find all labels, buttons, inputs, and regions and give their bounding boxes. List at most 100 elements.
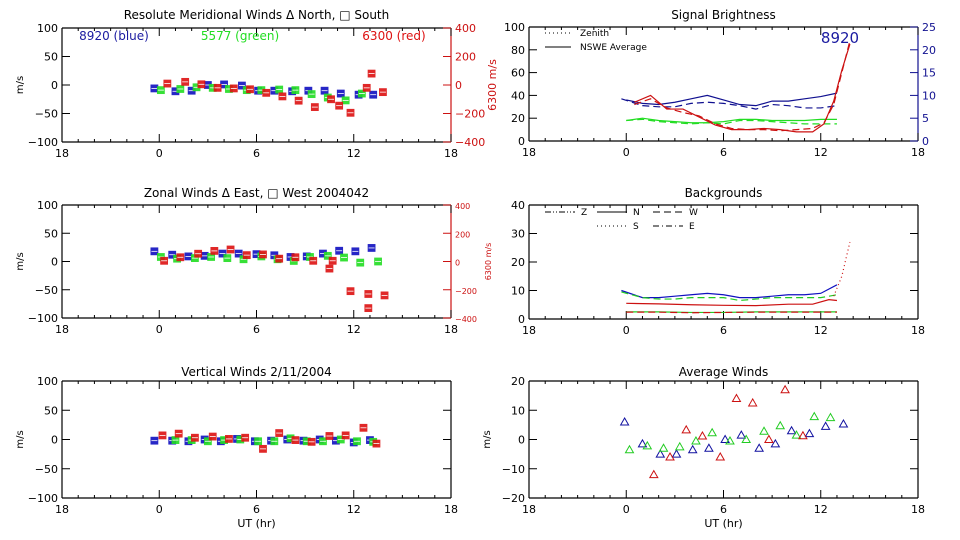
- x-axis-label: UT (hr): [237, 517, 275, 530]
- y-tick-label: 20: [511, 256, 525, 269]
- color-key-label: 6300 (red): [362, 29, 425, 43]
- series-line: [621, 291, 838, 302]
- x-tick-label: 12: [814, 324, 828, 337]
- x-tick-label: 6: [253, 503, 260, 516]
- series-line: [626, 117, 837, 124]
- data-point: [741, 434, 752, 443]
- x-tick-label: 12: [347, 323, 361, 336]
- chart-average: Average Winds 18 0 6 12 18 UT (hr) 20 10 0 −10 −20 m…: [482, 365, 925, 530]
- chart-title: Signal Brightness: [671, 8, 776, 22]
- y-tick-label: −50: [35, 284, 58, 297]
- x-tick-label: 18: [55, 147, 69, 160]
- x-tick-label: 18: [522, 146, 536, 159]
- x-tick-label: 18: [55, 323, 69, 336]
- y-tick-label: −100: [28, 136, 58, 149]
- y2-tick-label: 25: [922, 21, 936, 34]
- y-tick-label: −100: [28, 312, 58, 325]
- y2-tick-label: 0: [455, 79, 462, 92]
- y-tick-label: −50: [35, 463, 58, 476]
- color-key-label: 8920 (blue): [79, 29, 149, 43]
- y2-axis-label: 6300 m/s: [484, 243, 493, 281]
- x-tick-label: 6: [253, 147, 260, 160]
- y2-tick-label: 5: [922, 112, 929, 125]
- x-tick-label: 6: [720, 324, 727, 337]
- y2-tick-label: −200: [455, 287, 477, 296]
- y-tick-label: 0: [518, 135, 525, 148]
- y-tick-label: 100: [37, 199, 58, 212]
- series-line: [626, 118, 837, 125]
- y-tick-label: 20: [511, 112, 525, 125]
- legend-label: W: [689, 208, 698, 218]
- series-line: [621, 98, 838, 110]
- chart-title: Average Winds: [679, 365, 769, 379]
- data-point: [791, 430, 802, 439]
- data-point: [665, 452, 675, 461]
- x-tick-label: 12: [814, 146, 828, 159]
- chart-title: Resolute Meridional Winds Δ North, □ Sou…: [124, 8, 390, 22]
- chart-title: Backgrounds: [685, 186, 763, 200]
- data-point: [671, 449, 682, 458]
- data-point: [759, 426, 769, 435]
- data-point: [691, 435, 701, 445]
- chart-meridional: Resolute Meridional Winds Δ North, □ Sou…: [15, 8, 499, 160]
- data-point: [687, 444, 698, 454]
- series-line: [626, 92, 838, 107]
- y-tick-label: 50: [44, 51, 58, 64]
- y-tick-label: 0: [518, 434, 525, 447]
- data-point: [715, 452, 726, 461]
- y2-tick-label: 400: [455, 22, 476, 35]
- y-tick-label: 10: [511, 404, 525, 417]
- series-line: [626, 311, 837, 314]
- data-point: [707, 427, 718, 437]
- data-point: [720, 434, 730, 443]
- legend-label: N: [633, 208, 640, 218]
- y-tick-label: −10: [502, 463, 525, 476]
- legend-label: E: [689, 222, 695, 232]
- chart-zonal: Zonal Winds Δ East, □ West 2004042 18 0 6 12…: [15, 186, 493, 336]
- x-tick-label: 12: [814, 503, 828, 516]
- y-tick-label: 100: [37, 22, 58, 35]
- data-point: [764, 434, 774, 443]
- y-tick-label: −20: [502, 492, 525, 505]
- x-tick-label: 0: [623, 324, 630, 337]
- data-point: [747, 397, 758, 407]
- y2-tick-label: 15: [922, 67, 936, 80]
- data-point: [658, 443, 669, 452]
- y-axis-label: m/s: [15, 430, 26, 448]
- y-tick-label: −50: [35, 108, 58, 121]
- y2-tick-label: 0: [922, 135, 929, 148]
- y2-tick-label: 400: [455, 202, 470, 211]
- y-tick-label: 100: [37, 375, 58, 388]
- y-tick-label: 10: [511, 285, 525, 298]
- chart-title: Vertical Winds 2/11/2004: [181, 365, 332, 379]
- y-tick-label: 30: [511, 228, 525, 241]
- data-point: [786, 425, 797, 435]
- data-point: [681, 424, 692, 434]
- x-tick-label: 6: [720, 146, 727, 159]
- x-tick-label: 18: [911, 324, 925, 337]
- x-axis-label: UT (hr): [704, 517, 742, 530]
- y-axis-label: m/s: [482, 430, 493, 448]
- y2-axis-label: 6300 m/s: [486, 59, 499, 111]
- legend-label: S: [633, 222, 639, 232]
- y2-tick-label: 200: [455, 230, 470, 239]
- x-tick-label: 18: [444, 503, 458, 516]
- data-point: [736, 430, 747, 439]
- data-point: [619, 416, 630, 426]
- y2-tick-label: −400: [455, 136, 485, 149]
- x-tick-label: 6: [253, 323, 260, 336]
- data-point: [838, 418, 849, 428]
- y2-tick-label: 20: [922, 44, 936, 57]
- series-line: [621, 284, 838, 299]
- data-point: [809, 411, 820, 421]
- x-tick-label: 0: [156, 147, 163, 160]
- y2-tick-label: −200: [455, 108, 485, 121]
- data-point: [674, 441, 685, 451]
- series-line: [634, 43, 851, 133]
- data-point: [637, 438, 648, 448]
- y-tick-label: 0: [518, 313, 525, 326]
- data-point: [780, 384, 790, 394]
- legend-label: Zenith: [580, 29, 609, 39]
